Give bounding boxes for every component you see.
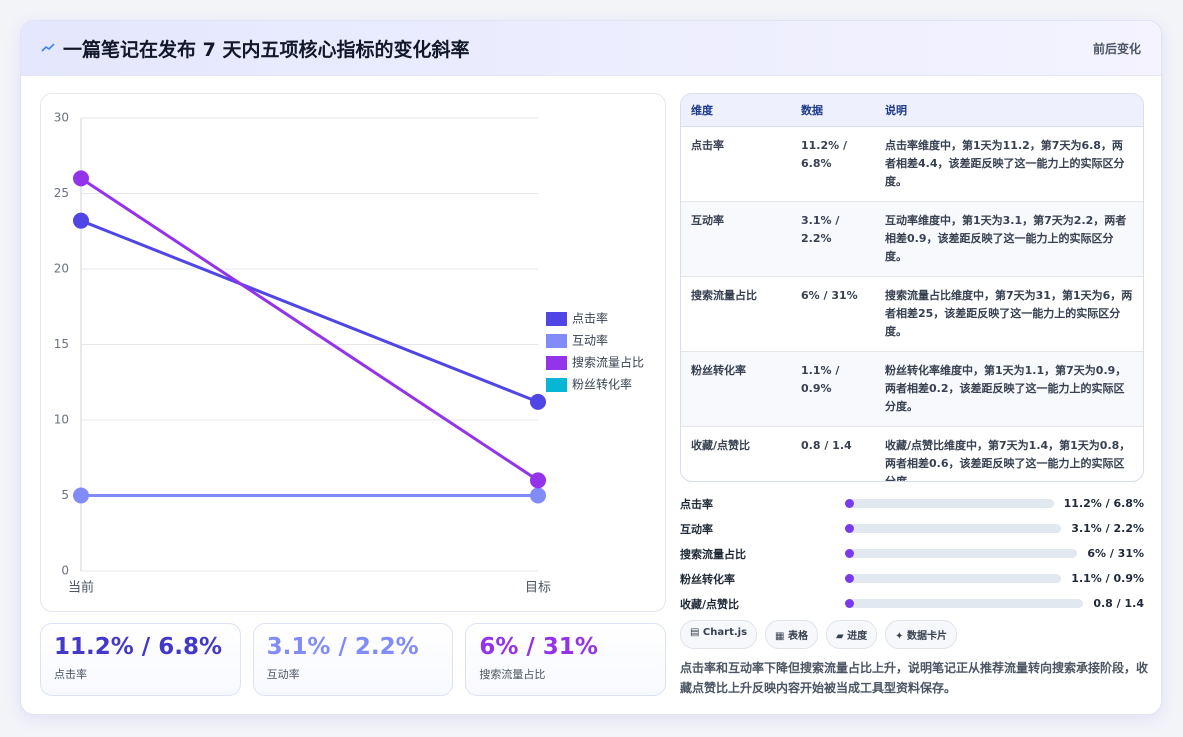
- icon: [41, 43, 55, 52]
- legend-label: 点击率: [572, 311, 608, 326]
- table-row: 互动率 3.1% / 2.2% 互动率维度中，第1天为3.1，第7天为2.2，两者相…: [681, 201, 1143, 277]
- stat-value: 3.1% / 2.2%: [266, 634, 419, 660]
- badge: 前后变化: [1092, 41, 1141, 56]
- progress-value: 0.8 / 1.4: [1093, 597, 1144, 610]
- table-cell: 搜索流量占比: [681, 276, 791, 352]
- x-tick-label: 当前: [68, 580, 94, 596]
- stat-value: 11.2% / 6.8%: [54, 634, 222, 660]
- progress-value: 3.1% / 2.2%: [1071, 522, 1144, 535]
- legend-swatch: [546, 312, 567, 326]
- point: [530, 472, 546, 489]
- progress-bar: [845, 524, 1062, 533]
- progress-bar: [845, 599, 1084, 608]
- progress-label: 收藏/点赞比: [680, 597, 740, 611]
- progress-fill: [845, 574, 854, 583]
- progress-fill: [845, 499, 854, 508]
- progress-bar: [845, 574, 1062, 583]
- series-line: [80, 177, 539, 482]
- progress-row: 点击率 11.2% / 6.8%: [680, 491, 1144, 516]
- y-tick-label: 20: [54, 262, 69, 276]
- legend-swatch: [546, 334, 567, 348]
- progress-value: 11.2% / 6.8%: [1063, 497, 1144, 510]
- progress-row: 收藏/点赞比 0.8 / 1.4: [680, 591, 1144, 616]
- table-row: 收藏/点赞比 0.8 / 1.4 收藏/点赞比维度中，第7天为1.4，第1天为0.8…: [681, 426, 1143, 481]
- stat-label: 点击率: [54, 668, 87, 681]
- tag: ✦ 数据卡片: [885, 620, 958, 649]
- table-cell: 1.1% / 0.9%: [791, 351, 875, 427]
- table-row: 粉丝转化率 1.1% / 0.9% 粉丝转化率维度中，第1天为1.1，第7天为0.9…: [681, 351, 1143, 427]
- y-tick-label: 15: [54, 337, 69, 351]
- y-tick-label: 5: [61, 488, 69, 502]
- stat-value: 6% / 31%: [479, 634, 598, 660]
- y-tick-label: 30: [54, 111, 69, 125]
- legend-label: 搜索流量占比: [572, 355, 644, 370]
- series-line: [80, 219, 539, 404]
- tag: ▤ Chart.js: [680, 620, 758, 649]
- table: 维度 数据 说明 点击率 11.2% / 6.8% 点击率维度中，第1天为11.2，第7天…: [680, 93, 1144, 482]
- table-cell: 粉丝转化率: [681, 351, 791, 427]
- stat-card: 6% / 31% 搜索流量占比: [465, 623, 667, 696]
- tags: ▤ Chart.js ▦ 表格 ▰ 进度 ✦ 数据卡片: [680, 620, 958, 649]
- legend-label: 互动率: [572, 333, 608, 348]
- progress-fill: [845, 599, 854, 608]
- progress-fill: [845, 549, 854, 558]
- table-header: 说明: [875, 94, 1143, 127]
- stat-card: 11.2% / 6.8% 点击率: [40, 623, 241, 696]
- progress-value: 1.1% / 0.9%: [1071, 572, 1144, 585]
- point: [73, 487, 89, 504]
- tag: ▦ 表格: [765, 620, 818, 649]
- progress-bar: [845, 499, 1054, 508]
- table-cell: 互动率维度中，第1天为3.1，第7天为2.2，两者相差0.9，该差距反映了这一能…: [875, 201, 1143, 277]
- tag: ▰ 进度: [825, 620, 878, 649]
- table-cell: 互动率: [681, 201, 791, 277]
- progress-row: 互动率 3.1% / 2.2%: [680, 516, 1144, 541]
- chart-panel: 0 5 10 15 20 25 30 当前 目标 点击率互动率搜索流量占比 粉丝转化率: [40, 93, 666, 612]
- progress-value: 6% / 31%: [1087, 547, 1144, 560]
- table-cell: 粉丝转化率维度中，第1天为1.1，第7天为0.9，两者相差0.2，该差距反映了这…: [875, 351, 1143, 427]
- table-cell: 搜索流量占比维度中，第7天为31，第1天为6，两者相差25，该差距反映了这一能力…: [875, 276, 1143, 352]
- table-header: 维度: [681, 94, 791, 127]
- table-row: 点击率 11.2% / 6.8% 点击率维度中，第1天为11.2，第7天为6.8，两…: [681, 126, 1143, 202]
- footer-text: 点击率和互动率下降但搜索流量占比上升，说明笔记正从推荐流量转向搜索承接阶段，收藏…: [680, 661, 1149, 695]
- stat-label: 互动率: [266, 668, 300, 681]
- table-cell: 点击率维度中，第1天为11.2，第7天为6.8，两者相差4.4，该差距反映了这一…: [875, 126, 1143, 202]
- point: [530, 487, 546, 504]
- stat-label: 搜索流量占比: [479, 668, 546, 681]
- table-cell: 11.2% / 6.8%: [791, 126, 875, 202]
- legend-swatch: [546, 378, 567, 392]
- title: 一篇笔记在发布 7 天内五项核心指标的变化斜率: [63, 38, 470, 61]
- stat-card: 3.1% / 2.2% 互动率: [252, 623, 454, 696]
- point: [73, 170, 89, 187]
- point: [73, 212, 89, 229]
- table-cell: 收藏/点赞比维度中，第7天为1.4，第1天为0.8，两者相差0.6，该差距反映了…: [875, 426, 1143, 481]
- card: 一篇笔记在发布 7 天内五项核心指标的变化斜率 前后变化 0 5 10 15 20 25 3…: [20, 20, 1162, 715]
- table-cell: 6% / 31%: [791, 276, 875, 352]
- progress-label: 点击率: [680, 497, 713, 511]
- table-header: 数据: [791, 94, 875, 127]
- progress-list: 点击率 11.2% / 6.8% 互动率 3.1% / 2.2% 搜索流量占比 6% / …: [680, 491, 1144, 616]
- progress-bar: [845, 549, 1078, 558]
- table-cell: 收藏/点赞比: [681, 426, 791, 481]
- point: [530, 393, 546, 410]
- legend-swatch: [546, 356, 567, 370]
- progress-fill: [845, 524, 854, 533]
- x-tick-label: 目标: [525, 581, 551, 596]
- table-row: 搜索流量占比 6% / 31% 搜索流量占比维度中，第7天为31，第1天为6，两者相…: [681, 276, 1143, 352]
- progress-label: 互动率: [680, 522, 713, 536]
- legend-label: 粉丝转化率: [572, 377, 632, 392]
- progress-row: 粉丝转化率 1.1% / 0.9%: [680, 566, 1144, 591]
- progress-label: 粉丝转化率: [680, 572, 735, 586]
- y-tick-label: 10: [54, 413, 69, 427]
- progress-label: 搜索流量占比: [680, 547, 746, 561]
- table-cell: 0.8 / 1.4: [791, 426, 875, 481]
- header: 一篇笔记在发布 7 天内五项核心指标的变化斜率 前后变化: [21, 21, 1161, 76]
- y-tick-label: 0: [61, 564, 69, 578]
- stat-cards: 11.2% / 6.8% 点击率 3.1% / 2.2% 互动率 6% / 31% 搜索流…: [40, 623, 667, 696]
- progress-row: 搜索流量占比 6% / 31%: [680, 541, 1144, 566]
- table-cell: 点击率: [681, 126, 791, 202]
- table-cell: 3.1% / 2.2%: [791, 201, 875, 277]
- y-tick-label: 25: [54, 186, 69, 200]
